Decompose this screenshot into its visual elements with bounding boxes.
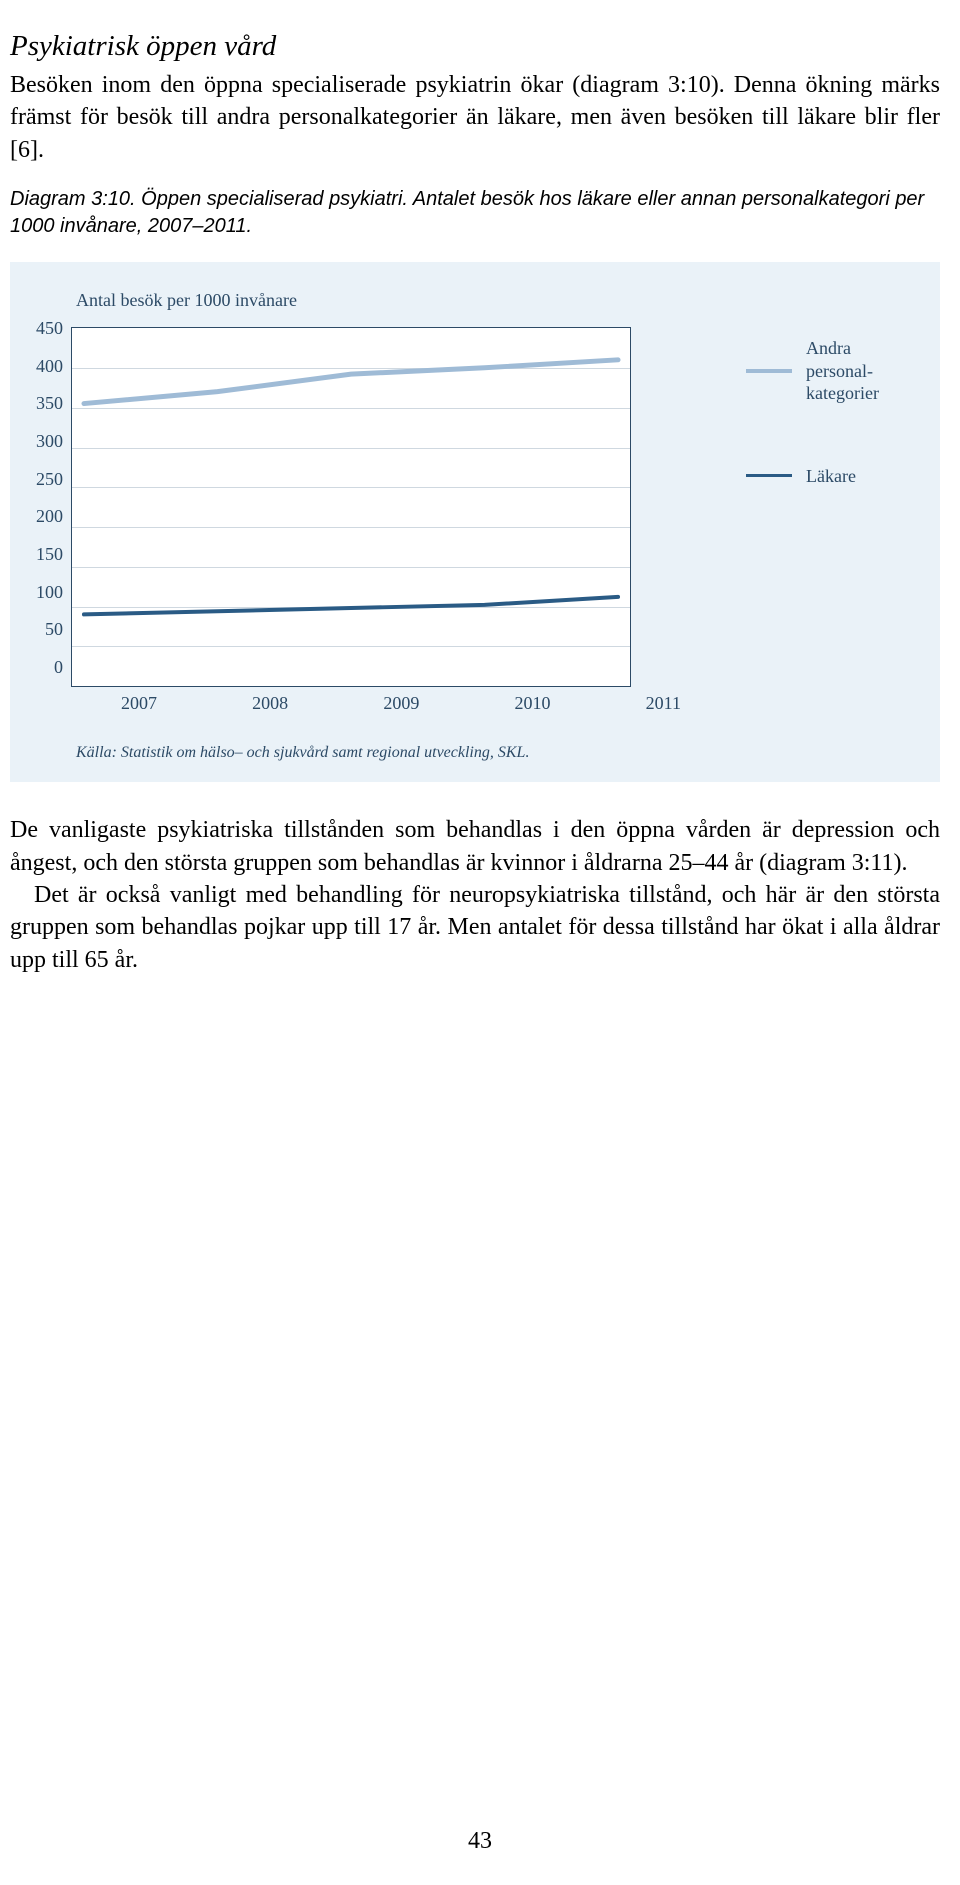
legend-item: Läkare: [746, 465, 879, 488]
page-number: 43: [0, 1828, 960, 1855]
y-tick-label: 300: [36, 431, 63, 452]
y-tick-label: 200: [36, 506, 63, 527]
chart-legend: Andrapersonal-kategorier Läkare: [746, 327, 879, 547]
series-line: [84, 360, 618, 404]
paragraph-3: Det är också vanligt med behandling för …: [10, 879, 940, 976]
y-tick-label: 100: [36, 582, 63, 603]
paragraph-1: Besöken inom den öppna specialiserade ps…: [10, 69, 940, 166]
y-tick-label: 50: [45, 619, 63, 640]
y-tick-label: 0: [54, 657, 63, 678]
diagram-caption: Diagram 3:10. Öppen specialiserad psykia…: [10, 186, 940, 240]
legend-swatch: [746, 369, 792, 373]
x-tick-label: 2009: [383, 693, 419, 714]
series-line: [84, 597, 618, 615]
y-axis-labels: 450 400 350 300 250 200 150 100 50 0: [36, 318, 71, 678]
x-tick-label: 2008: [252, 693, 288, 714]
legend-item: Andrapersonal-kategorier: [746, 337, 879, 405]
y-tick-label: 250: [36, 469, 63, 490]
chart-source: Källa: Statistik om hälso– och sjukvård …: [76, 744, 914, 762]
y-axis-title: Antal besök per 1000 invånare: [76, 290, 914, 311]
chart-lines: [72, 328, 630, 686]
y-tick-label: 350: [36, 393, 63, 414]
legend-label: Andrapersonal-kategorier: [806, 337, 879, 405]
paragraph-2: De vanligaste psykiatriska tillstånden s…: [10, 814, 940, 879]
chart-panel: Antal besök per 1000 invånare 450 400 350 3…: [10, 262, 940, 782]
section-heading: Psykiatrisk öppen vård: [10, 30, 940, 63]
x-axis-labels: 2007 2008 2009 2010 2011: [116, 693, 686, 714]
chart-plot: [71, 327, 631, 687]
legend-label: Läkare: [806, 465, 856, 488]
x-tick-label: 2010: [514, 693, 550, 714]
y-tick-label: 450: [36, 318, 63, 339]
y-tick-label: 150: [36, 544, 63, 565]
x-tick-label: 2007: [121, 693, 157, 714]
y-tick-label: 400: [36, 356, 63, 377]
legend-swatch: [746, 474, 792, 477]
x-tick-label: 2011: [646, 693, 681, 714]
